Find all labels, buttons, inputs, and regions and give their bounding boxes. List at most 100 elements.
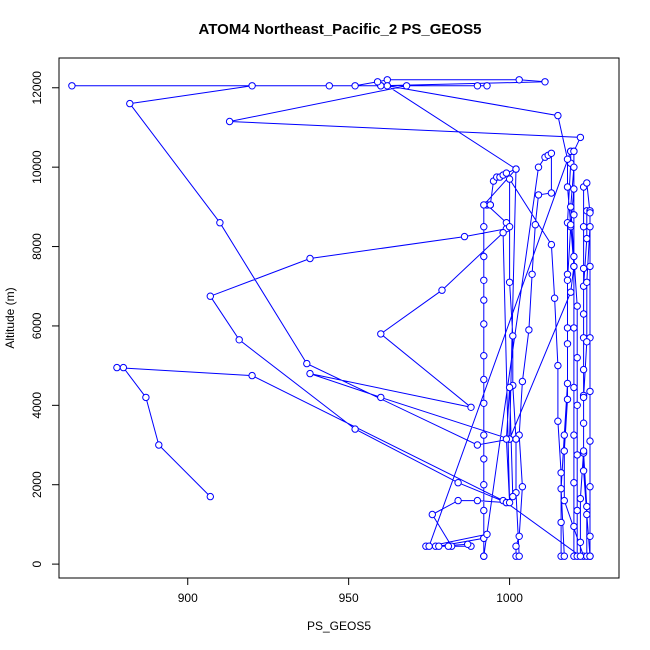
- data-point: [509, 332, 517, 340]
- data-point: [547, 189, 556, 197]
- x-tick-label: 900: [178, 591, 198, 605]
- data-point: [563, 270, 572, 278]
- data-point: [586, 262, 594, 271]
- data-point: [505, 175, 514, 183]
- data-point: [351, 425, 359, 433]
- y-tick-label: 8000: [30, 233, 44, 260]
- data-point: [480, 399, 488, 407]
- data-point: [206, 492, 215, 501]
- data-point: [454, 479, 462, 487]
- data-point: [579, 264, 588, 273]
- data-point: [383, 82, 391, 90]
- data-point: [570, 185, 578, 193]
- data-point: [480, 375, 488, 384]
- data-point: [583, 234, 591, 243]
- data-point: [560, 447, 568, 455]
- data-point: [586, 223, 594, 231]
- data-point: [402, 82, 411, 90]
- data-point: [550, 294, 559, 302]
- data-point: [480, 352, 488, 360]
- data-point: [248, 371, 256, 380]
- data-point: [583, 278, 591, 286]
- data-point: [454, 496, 462, 505]
- y-tick-label: 4000: [30, 392, 44, 419]
- data-point: [570, 262, 578, 271]
- data-point: [567, 221, 575, 229]
- data-point: [570, 211, 578, 219]
- data-point: [528, 270, 536, 278]
- data-point: [325, 82, 333, 90]
- x-axis: 900 950 1000: [178, 577, 523, 605]
- data-point: [480, 201, 488, 209]
- data-point: [570, 522, 578, 531]
- data-point: [567, 203, 575, 211]
- y-tick-label: 2000: [30, 471, 44, 498]
- data-point: [567, 288, 575, 296]
- data-point: [235, 336, 243, 344]
- data-point: [570, 431, 578, 439]
- data-point: [563, 324, 572, 332]
- data-point: [509, 492, 517, 501]
- chart-title: ATOM4 Northeast_Pacific_2 PS_GEOS5: [199, 21, 482, 38]
- data-point: [573, 451, 581, 459]
- data-point: [534, 163, 543, 171]
- data-point: [583, 502, 591, 511]
- data-point: [515, 76, 523, 84]
- data-point: [515, 532, 523, 540]
- data-point: [518, 483, 527, 491]
- data-point: [586, 483, 594, 491]
- data-point: [557, 518, 565, 527]
- data-point: [480, 431, 488, 439]
- data-point: [583, 179, 591, 187]
- data-point: [467, 403, 475, 411]
- data-point: [473, 496, 482, 505]
- data-point: [126, 99, 134, 108]
- data-point: [306, 369, 314, 378]
- data-point: [554, 111, 562, 120]
- data-point: [383, 76, 391, 84]
- data-point: [586, 532, 594, 540]
- data-point: [570, 147, 578, 156]
- data-point: [480, 223, 488, 231]
- data-point: [573, 354, 581, 362]
- data-point: [534, 191, 543, 199]
- data-point: [573, 302, 581, 310]
- data-point: [570, 252, 578, 261]
- data-point: [483, 530, 491, 538]
- data-point: [570, 383, 578, 392]
- y-axis: 0 2000 4000 6000 8000 10000 12000: [30, 71, 60, 567]
- data-point: [579, 419, 588, 427]
- data-point: [480, 320, 488, 328]
- data-point: [483, 82, 491, 90]
- data-point: [351, 82, 359, 90]
- data-point: [480, 481, 488, 489]
- data-point: [560, 496, 568, 505]
- data-point: [486, 201, 494, 209]
- data-point: [579, 365, 588, 374]
- data-point: [531, 221, 539, 229]
- x-tick-label: 950: [339, 591, 359, 605]
- data-point: [502, 169, 511, 177]
- y-tick-label: 12000: [30, 71, 44, 105]
- data-point: [563, 276, 572, 284]
- data-point: [480, 252, 488, 261]
- data-point: [480, 296, 488, 304]
- data-point: [557, 485, 565, 493]
- data-point: [560, 552, 568, 560]
- data-point: [579, 447, 588, 455]
- data-point: [576, 133, 585, 142]
- data-point: [579, 223, 588, 231]
- data-point: [586, 387, 594, 396]
- data-point: [68, 82, 76, 90]
- data-point: [119, 363, 128, 372]
- data-point: [155, 441, 163, 449]
- data-point: [557, 469, 565, 477]
- plot-frame: [58, 57, 620, 579]
- y-tick-label: 10000: [30, 150, 44, 184]
- data-point: [216, 219, 224, 227]
- y-axis-label: Altitude (m): [3, 287, 17, 348]
- data-point: [554, 417, 562, 425]
- data-point: [480, 506, 488, 515]
- data-point: [505, 278, 514, 286]
